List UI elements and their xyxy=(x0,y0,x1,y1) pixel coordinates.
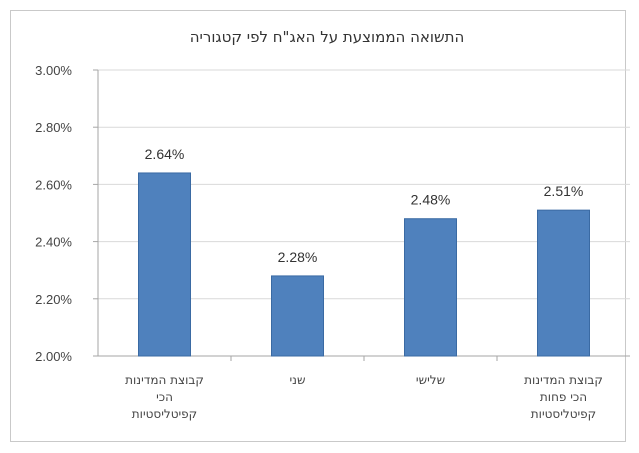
category-label: שלישי xyxy=(416,373,445,387)
data-label: 2.51% xyxy=(544,183,584,199)
bars xyxy=(138,172,590,357)
category-label: הכי פחות xyxy=(540,390,587,404)
chart-frame xyxy=(10,10,626,442)
bar xyxy=(271,275,324,357)
data-label: 2.48% xyxy=(411,192,451,208)
category-label: שני xyxy=(290,373,306,387)
y-tick-label: 2.60% xyxy=(35,177,72,192)
y-tick-label: 2.80% xyxy=(35,120,72,135)
data-label: 2.64% xyxy=(145,146,185,162)
bar xyxy=(404,218,457,357)
y-tick-label: 2.00% xyxy=(35,349,72,364)
y-tick-label: 2.20% xyxy=(35,292,72,307)
chart-title: התשואה הממוצעת על האג"ח לפי קטגוריה xyxy=(190,28,465,46)
category-label: קפיטליסטיות xyxy=(531,407,596,421)
bar xyxy=(537,209,590,357)
y-tick-label: 3.00% xyxy=(35,63,72,78)
x-axis-labels: קבוצת המדינות הכי קפיטליסטיות שני שלישי קבוצת… xyxy=(125,373,603,421)
category-label: הכי xyxy=(156,390,173,404)
category-label: קפיטליסטיות xyxy=(132,407,197,421)
category-label: קבוצת המדינות xyxy=(524,373,603,387)
data-labels: 2.64% 2.28% 2.48% 2.51% xyxy=(145,146,584,265)
data-label: 2.28% xyxy=(278,249,318,265)
y-tick-label: 2.40% xyxy=(35,235,72,250)
bar xyxy=(138,172,191,357)
y-axis-ticks: 3.00% 2.80% 2.60% 2.40% 2.20% 2.00% xyxy=(35,63,72,364)
category-label: קבוצת המדינות xyxy=(125,373,204,387)
